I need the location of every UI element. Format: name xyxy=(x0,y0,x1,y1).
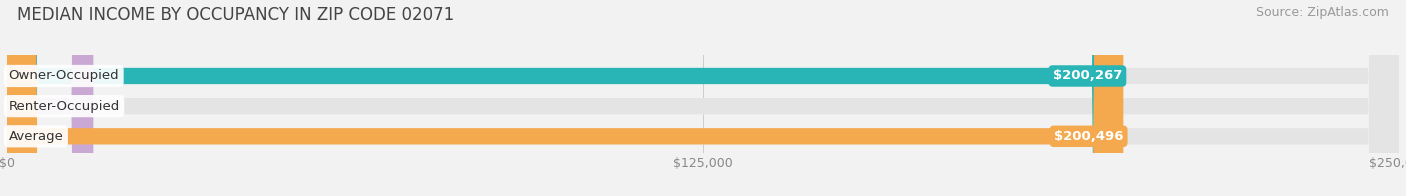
Text: Owner-Occupied: Owner-Occupied xyxy=(8,70,120,83)
FancyBboxPatch shape xyxy=(7,0,1399,196)
FancyBboxPatch shape xyxy=(7,0,1123,196)
Text: Source: ZipAtlas.com: Source: ZipAtlas.com xyxy=(1256,6,1389,19)
FancyBboxPatch shape xyxy=(7,0,1399,196)
Text: $200,267: $200,267 xyxy=(1053,70,1122,83)
FancyBboxPatch shape xyxy=(7,0,93,196)
FancyBboxPatch shape xyxy=(7,0,1399,196)
Text: Average: Average xyxy=(8,130,63,143)
Text: MEDIAN INCOME BY OCCUPANCY IN ZIP CODE 02071: MEDIAN INCOME BY OCCUPANCY IN ZIP CODE 0… xyxy=(17,6,454,24)
Text: Renter-Occupied: Renter-Occupied xyxy=(8,100,120,113)
Text: $0: $0 xyxy=(104,100,121,113)
Text: $200,496: $200,496 xyxy=(1054,130,1123,143)
FancyBboxPatch shape xyxy=(7,0,1122,196)
